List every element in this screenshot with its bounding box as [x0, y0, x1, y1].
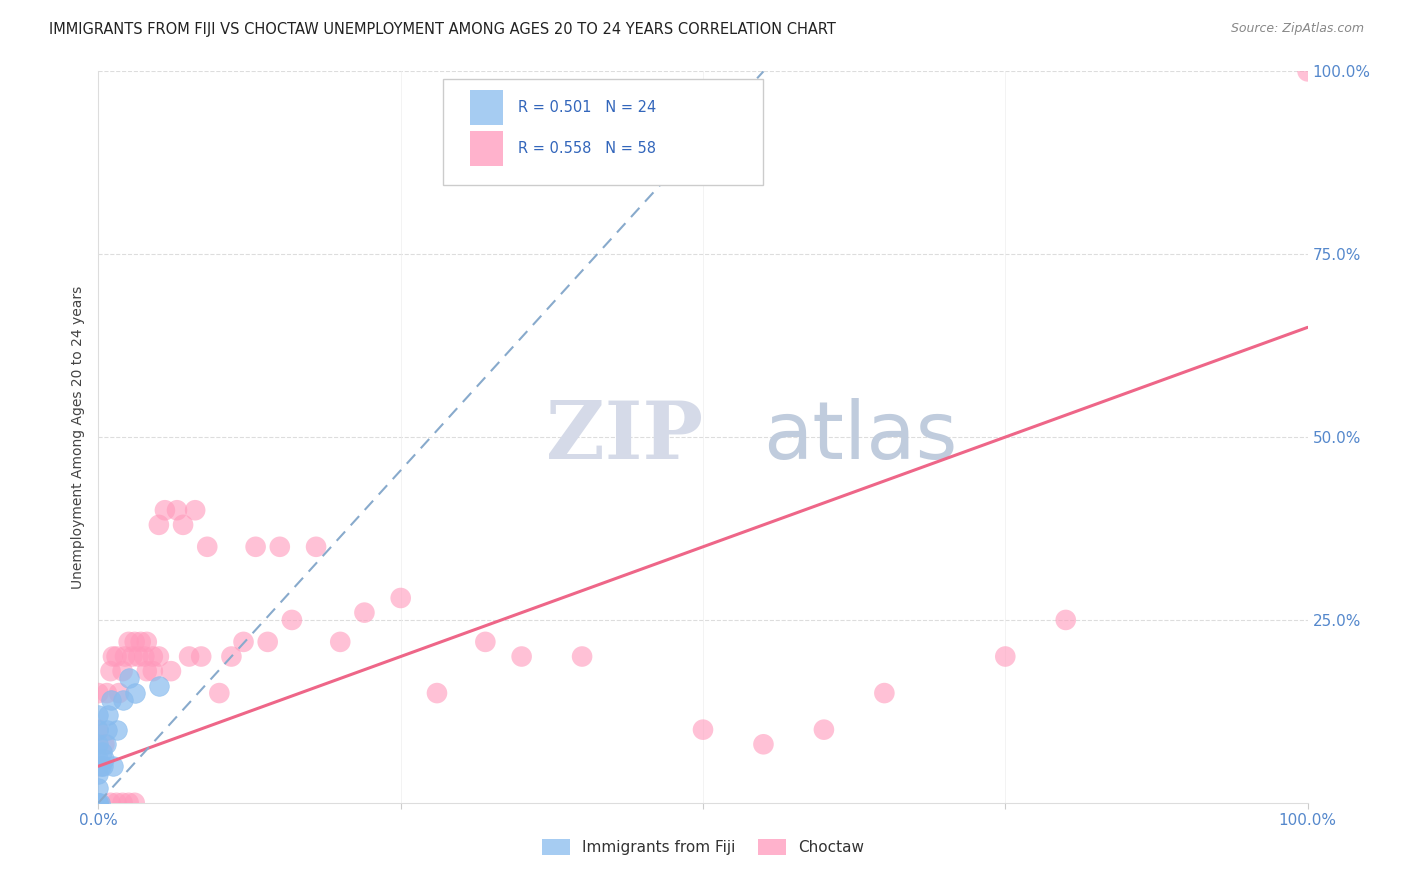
Point [87, 781, 110, 796]
Bar [470, 131, 503, 167]
Point [1296, 64, 1319, 78]
Point [87, 796, 110, 810]
Point [87, 686, 110, 700]
Point [232, 635, 254, 649]
Point [96, 723, 118, 737]
Point [97, 708, 120, 723]
Point [127, 649, 149, 664]
Point [134, 649, 156, 664]
Y-axis label: Unemployment Among Ages 20 to 24 years: Unemployment Among Ages 20 to 24 years [70, 285, 84, 589]
Text: ZIP: ZIP [546, 398, 703, 476]
Point [256, 635, 278, 649]
Point [124, 686, 146, 700]
Point [111, 664, 134, 678]
FancyBboxPatch shape [443, 78, 763, 185]
Legend: Immigrants from Fiji, Choctaw: Immigrants from Fiji, Choctaw [536, 833, 870, 861]
Point [105, 796, 128, 810]
Text: R = 0.558   N = 58: R = 0.558 N = 58 [517, 142, 657, 156]
Point [426, 686, 449, 700]
Point [172, 517, 194, 532]
Point [166, 503, 188, 517]
Text: atlas: atlas [763, 398, 957, 476]
Text: IMMIGRANTS FROM FIJI VS CHOCTAW UNEMPLOYMENT AMONG AGES 20 TO 24 YEARS CORRELATI: IMMIGRANTS FROM FIJI VS CHOCTAW UNEMPLOY… [49, 22, 837, 37]
Point [118, 635, 141, 649]
Point [184, 503, 207, 517]
Point [118, 672, 141, 686]
Point [101, 759, 124, 773]
Point [87, 723, 110, 737]
Point [93, 752, 115, 766]
Point [87, 759, 110, 773]
Point [100, 693, 122, 707]
Point [389, 591, 412, 605]
Point [91, 745, 114, 759]
Text: R = 0.501   N = 24: R = 0.501 N = 24 [517, 100, 657, 115]
Point [208, 686, 231, 700]
Point [135, 664, 157, 678]
Point [281, 613, 304, 627]
Point [100, 796, 122, 810]
Point [221, 649, 243, 664]
Point [105, 723, 128, 737]
Point [124, 635, 146, 649]
Point [118, 796, 141, 810]
Point [111, 796, 134, 810]
Point [124, 796, 146, 810]
Point [474, 635, 496, 649]
Point [142, 664, 165, 678]
Point [87, 723, 110, 737]
Point [142, 649, 165, 664]
Point [571, 649, 593, 664]
Point [135, 635, 157, 649]
Point [121, 649, 143, 664]
Point [190, 649, 212, 664]
Point [87, 752, 110, 766]
Point [305, 540, 328, 554]
Point [269, 540, 291, 554]
Point [89, 796, 111, 810]
Point [93, 737, 115, 751]
Point [195, 540, 218, 554]
Point [873, 686, 896, 700]
Bar [470, 90, 503, 125]
Point [1054, 613, 1077, 627]
Point [108, 686, 131, 700]
Point [752, 737, 775, 751]
Point [100, 664, 122, 678]
Point [692, 723, 714, 737]
Point [96, 686, 118, 700]
Point [994, 649, 1017, 664]
Point [90, 759, 112, 773]
Point [148, 679, 170, 693]
Point [148, 517, 170, 532]
Point [129, 635, 152, 649]
Point [94, 737, 117, 751]
Point [87, 737, 110, 751]
Point [87, 708, 110, 723]
Point [813, 723, 835, 737]
Point [114, 649, 136, 664]
Point [101, 649, 124, 664]
Point [245, 540, 267, 554]
Point [111, 693, 134, 707]
Point [153, 503, 176, 517]
Point [160, 664, 183, 678]
Point [148, 649, 170, 664]
Point [87, 766, 110, 780]
Point [353, 606, 375, 620]
Point [105, 649, 128, 664]
Point [329, 635, 352, 649]
Text: Source: ZipAtlas.com: Source: ZipAtlas.com [1230, 22, 1364, 36]
Point [87, 796, 110, 810]
Point [510, 649, 533, 664]
Point [87, 796, 110, 810]
Point [179, 649, 201, 664]
Point [91, 759, 114, 773]
